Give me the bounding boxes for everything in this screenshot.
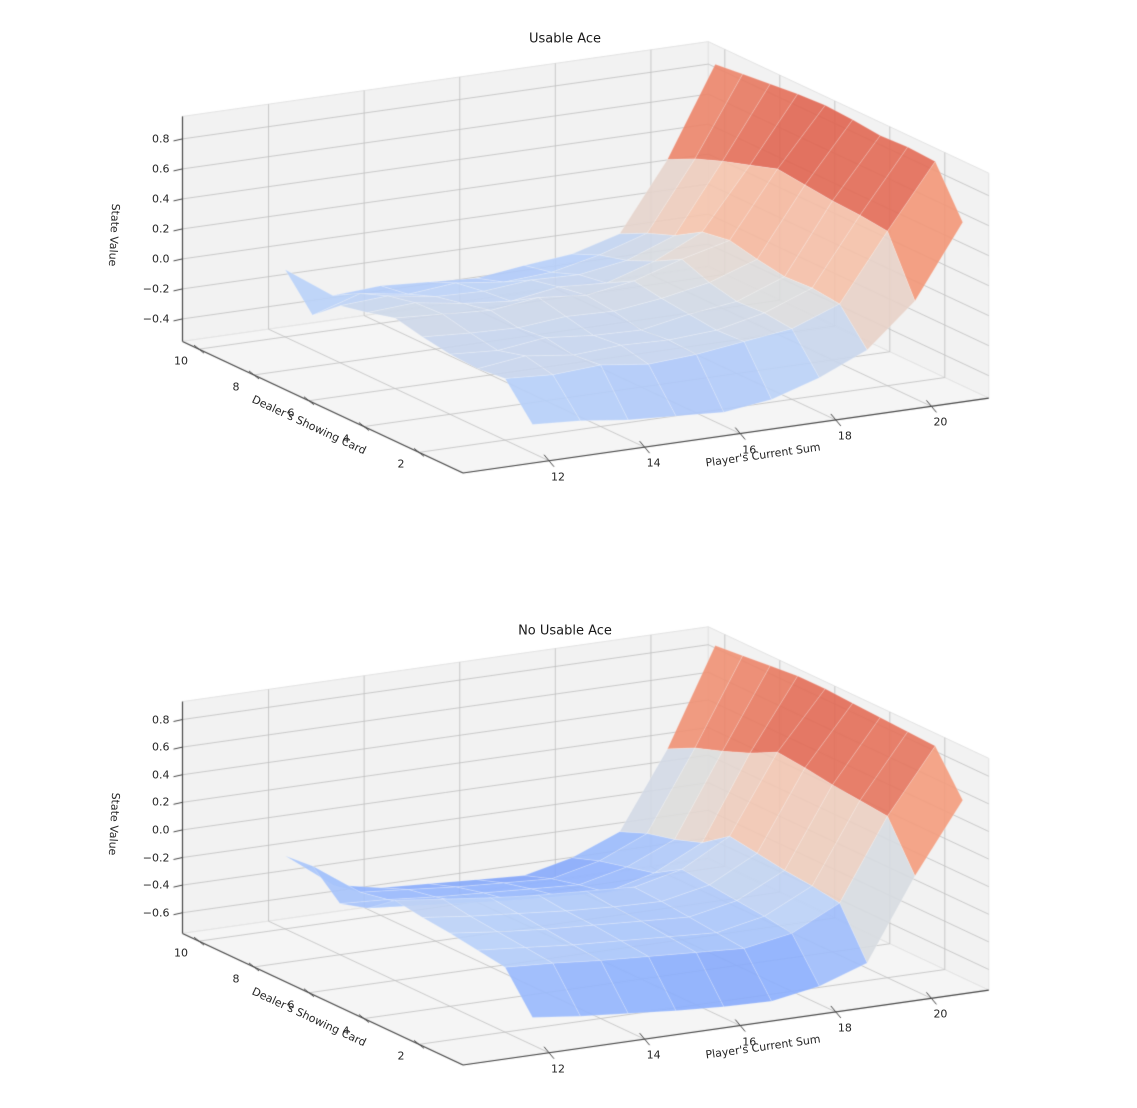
y-tick-label: 8 — [232, 380, 240, 394]
x-tick-label: 20 — [933, 415, 948, 429]
y-tick-label: 10 — [174, 354, 188, 368]
z-tick-label: 0.0 — [152, 252, 170, 266]
y-tick-label: 4 — [342, 432, 350, 446]
y-tick-label: 4 — [342, 1024, 350, 1038]
z-tick-label: 0.4 — [152, 192, 170, 206]
chart-title-usable-ace: Usable Ace — [528, 31, 602, 47]
z-tick-label: 0.2 — [152, 222, 170, 236]
y-tick-label: 8 — [232, 972, 240, 986]
y-tick-label: 10 — [174, 946, 188, 960]
x-tick-label: 18 — [837, 429, 852, 443]
z-axis-label: State Value — [105, 791, 122, 856]
z-tick-label: −0.4 — [142, 878, 170, 892]
z-tick-label: 0.2 — [152, 795, 170, 809]
z-tick-label: 0.8 — [152, 713, 170, 727]
z-tick-label: −0.2 — [142, 851, 170, 865]
x-tick-label: 18 — [837, 1021, 852, 1035]
x-tick-label: 16 — [742, 1035, 757, 1049]
z-tick-label: 0.4 — [152, 768, 170, 782]
y-tick-label: 6 — [287, 998, 295, 1012]
z-axis-label: State Value — [105, 203, 122, 267]
z-tick-label: −0.6 — [142, 906, 170, 920]
x-tick-label: 14 — [646, 456, 661, 470]
x-tick-label: 20 — [933, 1007, 948, 1021]
y-tick-label: 2 — [397, 457, 405, 471]
x-tick-label: 14 — [646, 1048, 661, 1062]
z-tick-label: 0.0 — [152, 823, 170, 837]
z-tick-label: −0.2 — [142, 282, 170, 296]
x-tick-label: 12 — [551, 1062, 566, 1076]
z-tick-label: 0.6 — [152, 162, 170, 176]
x-tick-label: 16 — [742, 443, 757, 457]
z-tick-label: −0.4 — [142, 312, 170, 326]
chart-title-no-usable-ace: No Usable Ace — [518, 623, 612, 639]
y-tick-label: 6 — [287, 406, 295, 420]
z-tick-label: 0.8 — [152, 132, 170, 146]
x-tick-label: 12 — [551, 470, 566, 484]
y-tick-label: 2 — [397, 1049, 405, 1063]
z-tick-label: 0.6 — [152, 740, 170, 754]
